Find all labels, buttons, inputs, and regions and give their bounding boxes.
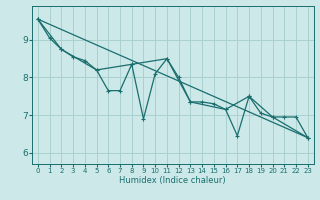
X-axis label: Humidex (Indice chaleur): Humidex (Indice chaleur) bbox=[119, 176, 226, 185]
